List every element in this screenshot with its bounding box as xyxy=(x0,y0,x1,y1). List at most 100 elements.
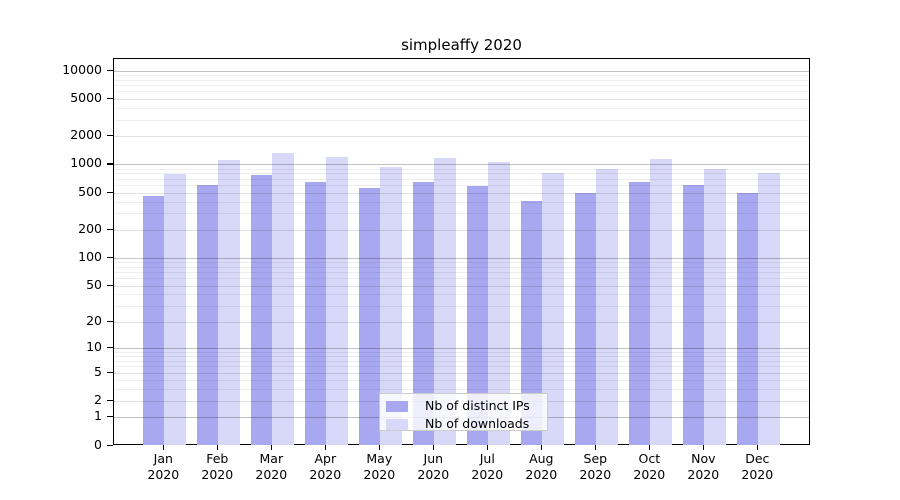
bar-ips-may xyxy=(358,188,381,446)
chart-title: simpleaffy 2020 xyxy=(401,36,522,54)
gridline-5000 xyxy=(114,98,809,100)
bar-ips-mar xyxy=(250,175,273,446)
gridline-700 xyxy=(114,178,809,180)
x-tick-label-apr: Apr 2020 xyxy=(309,451,342,482)
y-tick-label-10000: 10000 xyxy=(62,61,102,77)
y-tick-label-20: 20 xyxy=(86,312,102,328)
y-tick-100 xyxy=(107,256,113,258)
y-tick-label-2000: 2000 xyxy=(70,127,102,143)
legend-label: Nb of downloads xyxy=(425,416,530,431)
gridline-30 xyxy=(114,305,809,307)
y-tick-50 xyxy=(107,284,113,286)
x-tick-aug xyxy=(541,444,543,450)
bar-downloads-jun xyxy=(434,157,456,446)
bar-ips-feb xyxy=(196,185,219,446)
x-tick-dec xyxy=(757,444,759,450)
x-tick-label-sep: Sep 2020 xyxy=(579,451,612,482)
gridline-3000 xyxy=(114,119,809,121)
bar-downloads-jul xyxy=(488,161,510,446)
y-tick-label-5000: 5000 xyxy=(70,89,102,105)
y-tick-10000 xyxy=(107,69,113,71)
x-tick-label-jul: Jul 2020 xyxy=(471,451,504,482)
bar-downloads-feb xyxy=(218,159,240,446)
gridline-8000 xyxy=(114,79,809,81)
y-tick-label-50: 50 xyxy=(86,276,102,292)
bar-downloads-sep xyxy=(596,169,618,446)
y-tick-1 xyxy=(107,416,113,418)
bar-downloads-aug xyxy=(542,172,564,446)
x-tick-feb xyxy=(217,444,219,450)
y-tick-label-10: 10 xyxy=(86,338,102,354)
bars-layer xyxy=(114,59,809,446)
gridline-6 xyxy=(114,366,809,368)
gridline-8 xyxy=(114,356,809,358)
legend-label: Nb of distinct IPs xyxy=(425,398,530,413)
x-tick-oct xyxy=(649,444,651,450)
y-tick-2 xyxy=(107,399,113,401)
bar-ips-oct xyxy=(628,182,651,446)
y-tick-0 xyxy=(107,444,113,446)
y-tick-20 xyxy=(107,320,113,322)
x-tick-nov xyxy=(703,444,705,450)
bar-ips-sep xyxy=(574,193,597,446)
gridline-4000 xyxy=(114,107,809,109)
gridline-400 xyxy=(114,201,809,203)
gridline-60 xyxy=(114,278,809,280)
y-tick-label-0: 0 xyxy=(94,436,102,452)
x-tick-label-oct: Oct 2020 xyxy=(633,451,666,482)
y-tick-10 xyxy=(107,346,113,349)
gridline-800 xyxy=(114,173,809,175)
gridline-80 xyxy=(114,266,809,268)
gridline-3 xyxy=(114,389,809,391)
x-tick-apr xyxy=(325,444,327,450)
bar-ips-jul xyxy=(466,186,489,446)
bar-ips-nov xyxy=(682,185,705,446)
x-tick-label-jan: Jan 2020 xyxy=(147,451,180,482)
plot-area: Nb of distinct IPs Nb of downloads xyxy=(113,58,810,446)
x-tick-label-mar: Mar 2020 xyxy=(255,451,288,482)
x-tick-mar xyxy=(271,444,273,450)
y-tick-500 xyxy=(107,191,113,193)
bar-downloads-nov xyxy=(704,169,726,446)
gridline-70 xyxy=(114,272,809,274)
gridline-1000 xyxy=(114,164,809,166)
x-tick-sep xyxy=(595,444,597,450)
bar-ips-apr xyxy=(304,181,327,446)
y-tick-1000 xyxy=(107,163,113,165)
legend-swatch-distinct-ips xyxy=(386,401,408,412)
gridline-9 xyxy=(114,351,809,353)
gridline-50 xyxy=(114,285,809,287)
gridline-200 xyxy=(114,229,809,231)
y-tick-label-2: 2 xyxy=(94,391,102,407)
gridline-5 xyxy=(114,372,809,374)
x-tick-may xyxy=(379,444,381,450)
gridline-4 xyxy=(114,380,809,381)
gridline-600 xyxy=(114,185,809,187)
y-tick-label-5: 5 xyxy=(94,363,102,379)
gridline-300 xyxy=(114,213,809,215)
y-tick-label-100: 100 xyxy=(78,248,102,264)
x-tick-jun xyxy=(433,444,435,450)
x-tick-label-dec: Dec 2020 xyxy=(741,451,774,482)
legend: Nb of distinct IPs Nb of downloads xyxy=(379,393,548,431)
x-tick-label-feb: Feb 2020 xyxy=(201,451,234,482)
bar-ips-dec xyxy=(736,193,759,446)
x-tick-label-nov: Nov 2020 xyxy=(687,451,720,482)
gridline-7000 xyxy=(114,85,809,87)
gridline-7 xyxy=(114,360,809,362)
x-tick-label-jun: Jun 2020 xyxy=(417,451,450,482)
legend-swatch-downloads xyxy=(386,419,408,430)
gridline-10000 xyxy=(114,70,809,72)
bar-downloads-jan xyxy=(164,173,186,446)
bar-downloads-apr xyxy=(326,157,348,446)
y-tick-2000 xyxy=(107,135,113,137)
bar-downloads-dec xyxy=(758,172,780,446)
y-tick-200 xyxy=(107,228,113,230)
y-tick-5 xyxy=(107,371,113,373)
bar-downloads-mar xyxy=(272,153,294,446)
y-tick-label-1000: 1000 xyxy=(70,155,102,171)
gridline-90 xyxy=(114,261,809,263)
bar-ips-aug xyxy=(520,201,543,446)
x-tick-jan xyxy=(163,444,165,450)
gridline-6000 xyxy=(114,91,809,93)
